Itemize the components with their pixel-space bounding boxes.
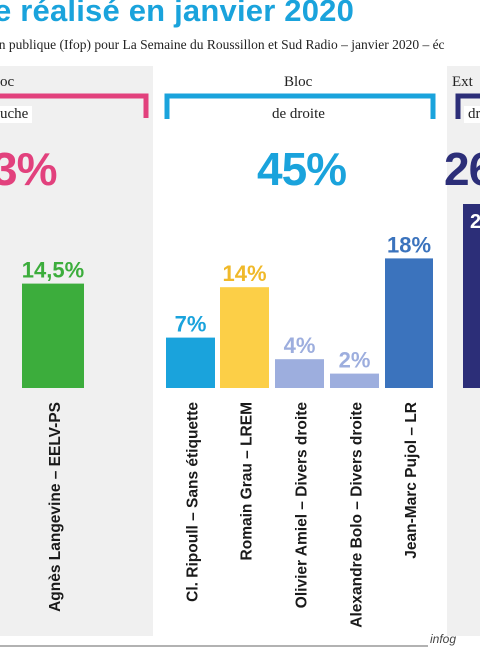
category-label-6: Jean-Marc Pujol – LR	[403, 402, 420, 559]
left-block-bracket	[0, 93, 149, 118]
bar-5	[330, 373, 379, 388]
bar-value-label-6: 18%	[387, 232, 431, 257]
bar-value-label-1: 14,5%	[22, 258, 84, 283]
left-block-title: oc	[0, 74, 15, 90]
left-block-subtitle: uche	[0, 106, 33, 123]
category-label-5: Alexandre Bolo – Divers droite	[349, 402, 366, 628]
bar-6	[385, 258, 433, 388]
chart-subtitle: on publique (Ifop) pour La Semaine du Ro…	[0, 37, 445, 52]
bar-1	[22, 283, 84, 388]
right-block-title: Ext	[452, 74, 473, 90]
bar-value-label-4: 4%	[284, 333, 316, 358]
center-block-percentage: 45%	[257, 143, 347, 195]
bar-right-cutoff-label: 2	[470, 211, 480, 233]
bar-4	[275, 359, 324, 388]
left-block-percentage: 3%	[0, 143, 57, 195]
center-block-subtitle: de droite	[268, 106, 329, 123]
footer-credit: infog	[430, 632, 457, 646]
center-block-title: Bloc	[284, 74, 313, 90]
category-label-2: Cl. Ripoull – Sans étiquette	[185, 402, 202, 602]
bar-value-label-2: 7%	[175, 312, 207, 337]
bar-2	[166, 337, 215, 388]
bar-value-label-3: 14%	[222, 261, 266, 286]
right-block-percentage: 26	[444, 143, 480, 195]
bar-value-label-5: 2%	[339, 348, 371, 373]
category-label-3: Romain Grau – LREM	[239, 402, 256, 560]
bar-3	[220, 287, 269, 388]
category-label-1: Agnès Langevine – EELV-PS	[47, 402, 64, 612]
center-block-bracket	[164, 93, 436, 119]
category-label-4: Olivier Amiel – Divers droite	[294, 402, 311, 609]
right-block-bracket	[455, 93, 480, 119]
bar-right-cutoff	[463, 204, 480, 388]
chart-title: e réalisé en janvier 2020	[0, 0, 355, 28]
right-block-subtitle: dr	[464, 106, 480, 123]
